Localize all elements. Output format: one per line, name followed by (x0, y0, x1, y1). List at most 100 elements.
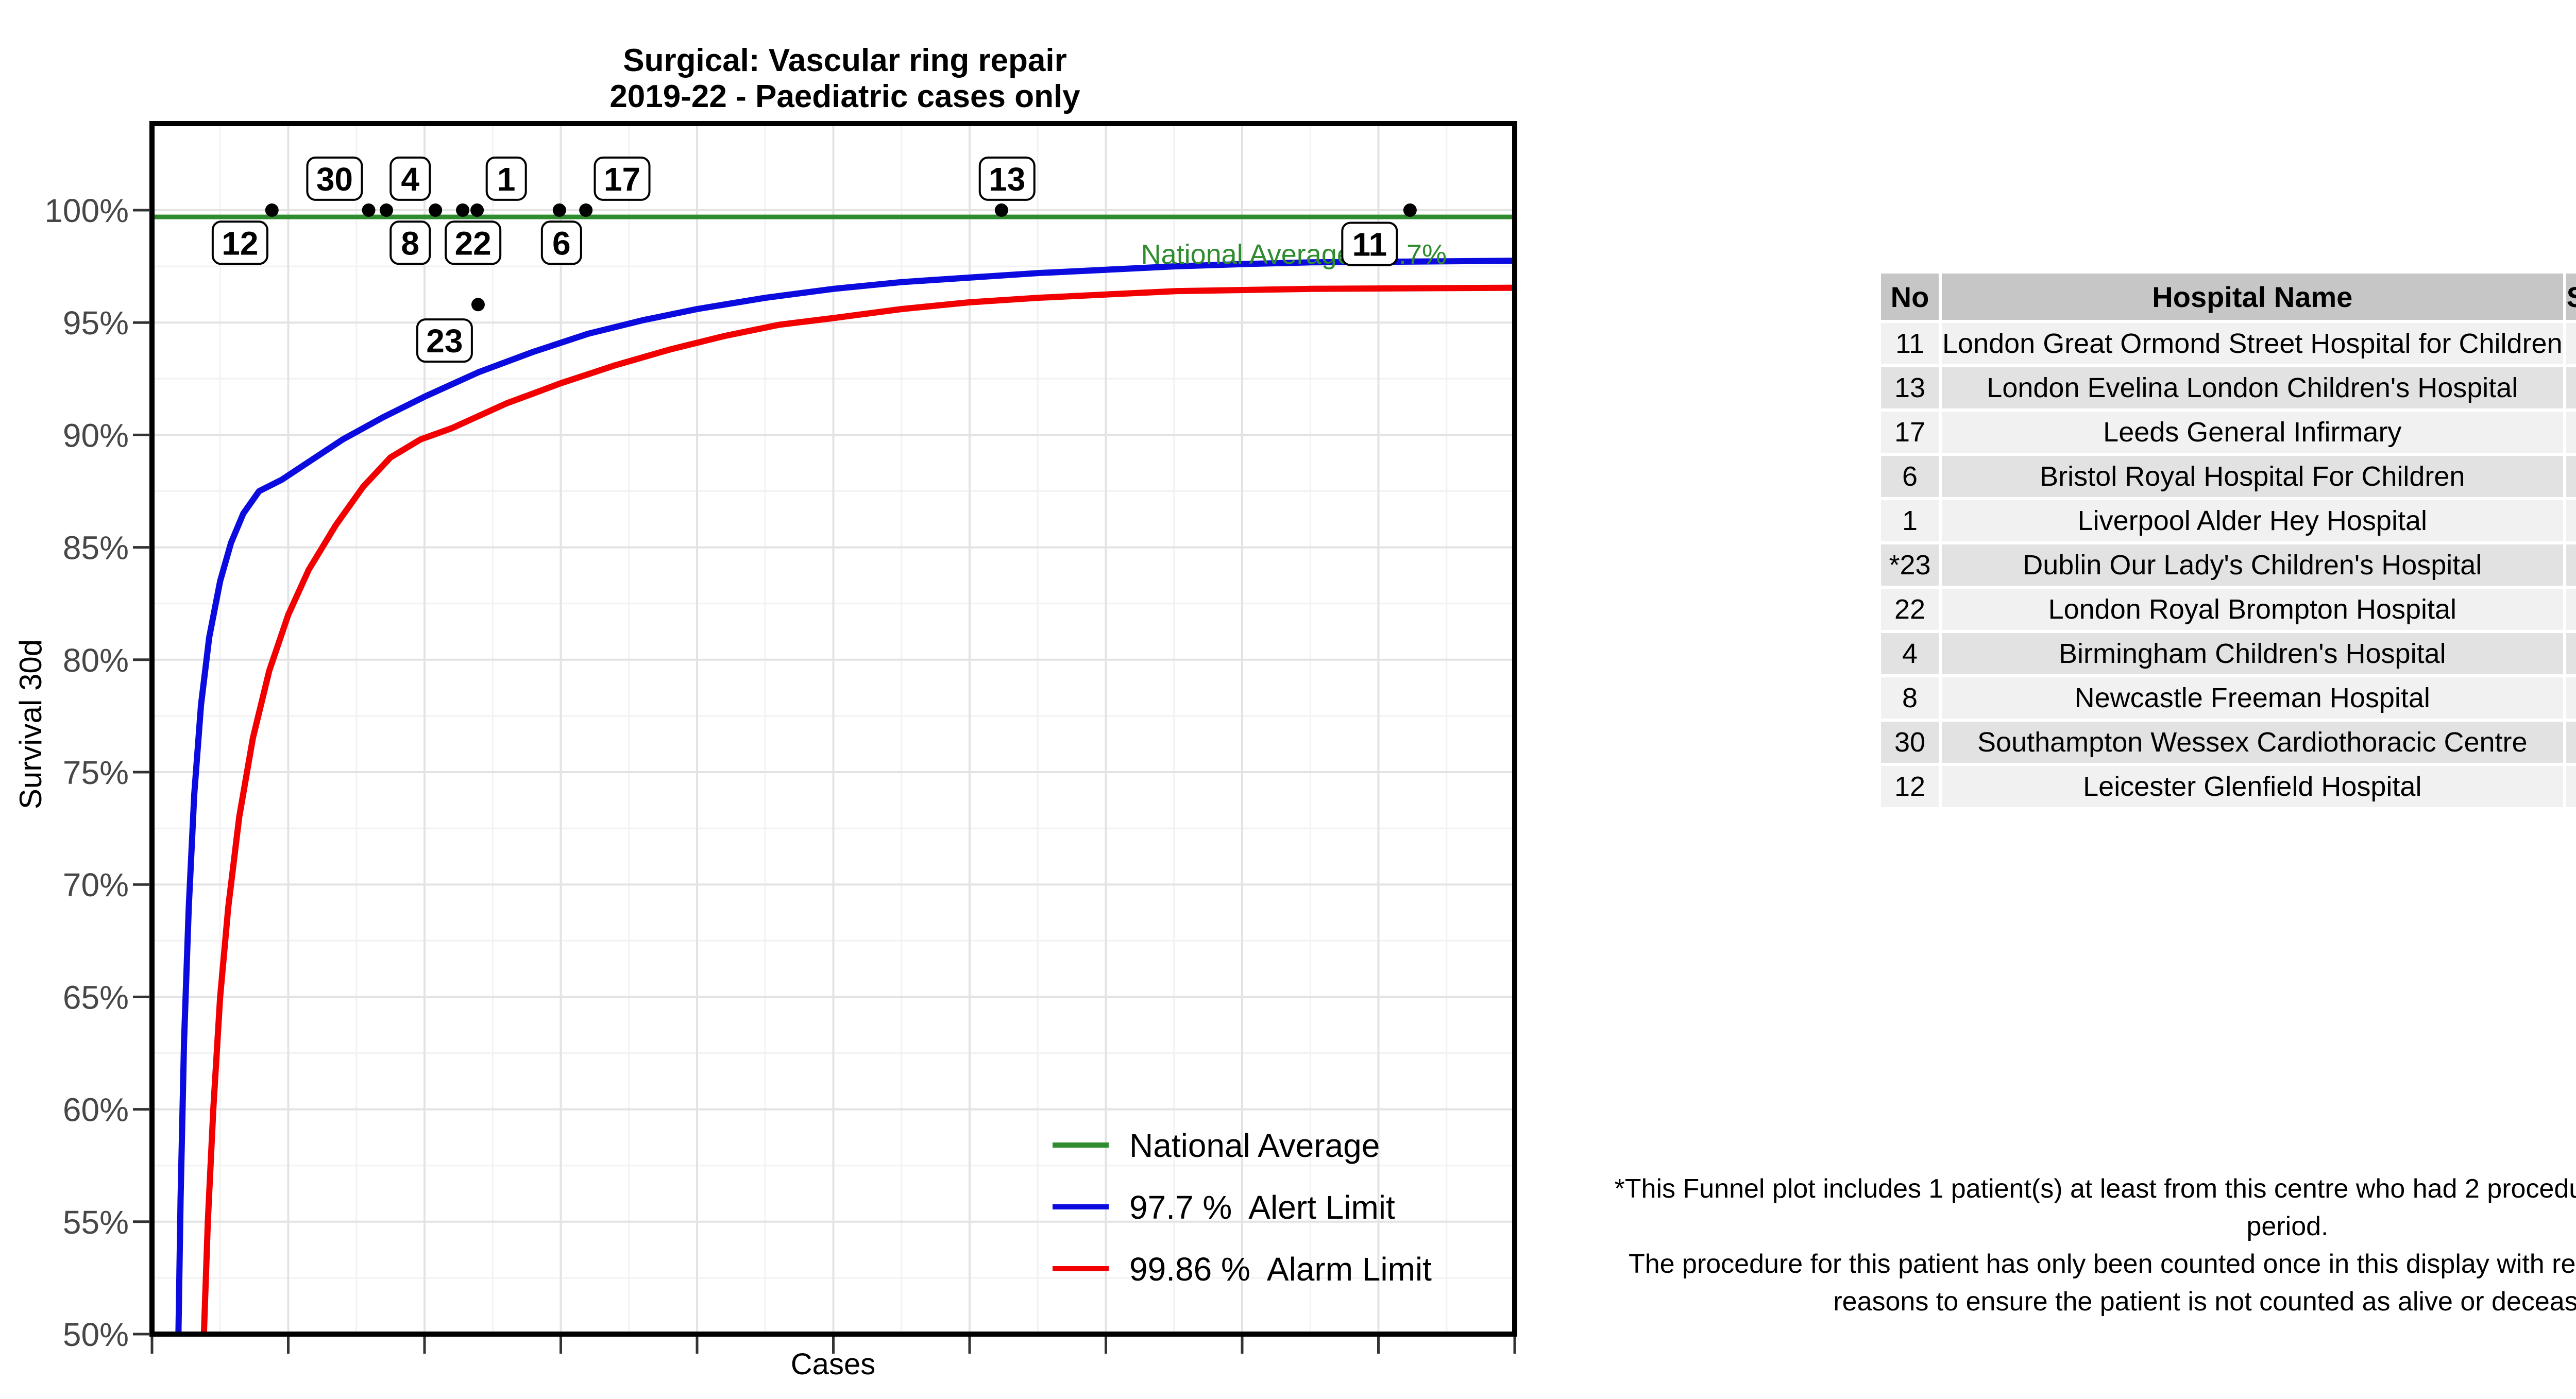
cell-no: 8 (1881, 677, 1939, 719)
legend-label: National Average (1129, 1127, 1380, 1164)
cell-no: 30 (1881, 722, 1939, 763)
table-header-cell: Survival 30d (2566, 274, 2576, 320)
table-row: 30 Southampton Wessex Cardiothoracic Cent… (1881, 722, 2576, 763)
cell-survival: 100% (2566, 677, 2576, 719)
point-label-box (1341, 221, 1398, 266)
legend-label: 97.7 % Alert Limit (1129, 1189, 1395, 1226)
point-label-box (416, 318, 473, 363)
data-point (1403, 203, 1417, 217)
cell-survival: 100% (2566, 766, 2576, 807)
point-label-box (389, 220, 431, 265)
cell-hospital-name: London Great Ormond Street Hospital for … (1942, 323, 2563, 364)
cell-no: 6 (1881, 456, 1939, 497)
y-tick-label: 75% (63, 754, 129, 791)
footnote-line: reasons to ensure the patient is not cou… (1833, 1287, 2576, 1317)
point-label: 30 (316, 161, 353, 198)
funnel-plot-panel: 50% 55% 60% 65% 70% 75% 80% 85% 90% 95% 100% Surgic… (13, 43, 1517, 1381)
y-tick-label: 80% (63, 642, 129, 679)
y-tick-label: 60% (63, 1091, 129, 1129)
data-point (379, 203, 393, 217)
chart-subtitle: 2019-22 - Paediatric cases only (609, 79, 1080, 114)
point-label: 11 (1352, 226, 1387, 263)
cell-hospital-name: Birmingham Children's Hospital (1942, 633, 2563, 674)
table-row: 11 London Great Ormond Street Hospital fo… (1881, 323, 2576, 364)
point-label: 22 (455, 225, 492, 262)
data-point (994, 203, 1008, 217)
footnote-line: The procedure for this patient has only … (1628, 1249, 2576, 1279)
plot-border (149, 121, 1517, 1337)
cell-no: 17 (1881, 412, 1939, 453)
table-row: 13 London Evelina London Children's Hospi… (1881, 367, 2576, 408)
y-tick-label: 90% (63, 417, 129, 454)
cell-survival: 100% (2566, 367, 2576, 408)
y-tick-label: 85% (63, 530, 129, 567)
point-label: 4 (401, 161, 419, 198)
cell-hospital-name: London Evelina London Children's Hospita… (1942, 367, 2563, 408)
point-label: 8 (401, 225, 419, 262)
point-label-box (594, 156, 651, 201)
point-label-box (306, 156, 363, 201)
point-label: 17 (604, 161, 640, 198)
data-point (456, 203, 470, 217)
cell-hospital-name: London Royal Brompton Hospital (1942, 589, 2563, 630)
table-header-cell: No (1881, 274, 1939, 320)
cell-no: 22 (1881, 589, 1939, 630)
point-label-box (445, 220, 502, 265)
funnel-plot: 50% 55% 60% 65% 70% 75% 80% 85% 90% 95% 100% Surgic… (13, 43, 1517, 1381)
cell-no: *23 (1881, 544, 1939, 586)
cell-no: 11 (1881, 323, 1939, 364)
point-label: 13 (989, 161, 1025, 198)
cell-no: 12 (1881, 766, 1939, 807)
cell-hospital-name: Southampton Wessex Cardiothoracic Centre (1942, 722, 2563, 763)
cell-survival: 96% (2566, 544, 2576, 586)
cell-hospital-name: Bristol Royal Hospital For Children (1942, 456, 2563, 497)
cell-hospital-name: Newcastle Freeman Hospital (1942, 677, 2563, 719)
data-point (471, 298, 485, 312)
legend-label: 99.86 % Alarm Limit (1129, 1251, 1432, 1288)
point-label-box (211, 220, 268, 265)
cell-survival: 100% (2566, 633, 2576, 674)
table-row: *23 Dublin Our Lady's Children's Hospital… (1881, 544, 2576, 586)
data-point (579, 203, 593, 217)
data-point (362, 203, 376, 217)
point-label: 23 (426, 322, 463, 360)
cell-no: 1 (1881, 500, 1939, 541)
cell-survival: 100% (2566, 412, 2576, 453)
point-label: 12 (222, 225, 258, 262)
national-average-annotation: National Average: 99.7% (1141, 239, 1447, 270)
cell-hospital-name: Dublin Our Lady's Children's Hospital (1942, 544, 2563, 586)
y-tick-label: 65% (63, 979, 129, 1016)
hospital-table-body: 11 London Great Ormond Street Hospital fo… (1881, 323, 2576, 807)
cell-survival: 100% (2566, 589, 2576, 630)
y-tick-label: 100% (44, 192, 129, 229)
cell-hospital-name: Leeds General Infirmary (1942, 412, 2563, 453)
chart-title: Surgical: Vascular ring repair (623, 43, 1066, 78)
point-label-box (540, 220, 582, 265)
footnote: *This Funnel plot includes 1 patient(s) … (1582, 1170, 2576, 1321)
point-label-box (485, 156, 527, 201)
x-axis-title: Cases (791, 1347, 875, 1381)
data-point (552, 203, 566, 217)
data-point (429, 203, 443, 217)
cell-no: 13 (1881, 367, 1939, 408)
y-tick-label: 55% (63, 1204, 129, 1241)
table-header-cell: Hospital Name (1942, 274, 2563, 320)
footnote-line: *This Funnel plot includes 1 patient(s) … (1614, 1174, 2576, 1241)
cell-survival: 100% (2566, 722, 2576, 763)
y-tick-label: 50% (63, 1316, 129, 1353)
point-label-box (978, 156, 1036, 201)
point-label-box (389, 156, 431, 201)
alert-limit-curve (175, 258, 1515, 1334)
y-axis-title: Survival 30d (13, 639, 48, 809)
